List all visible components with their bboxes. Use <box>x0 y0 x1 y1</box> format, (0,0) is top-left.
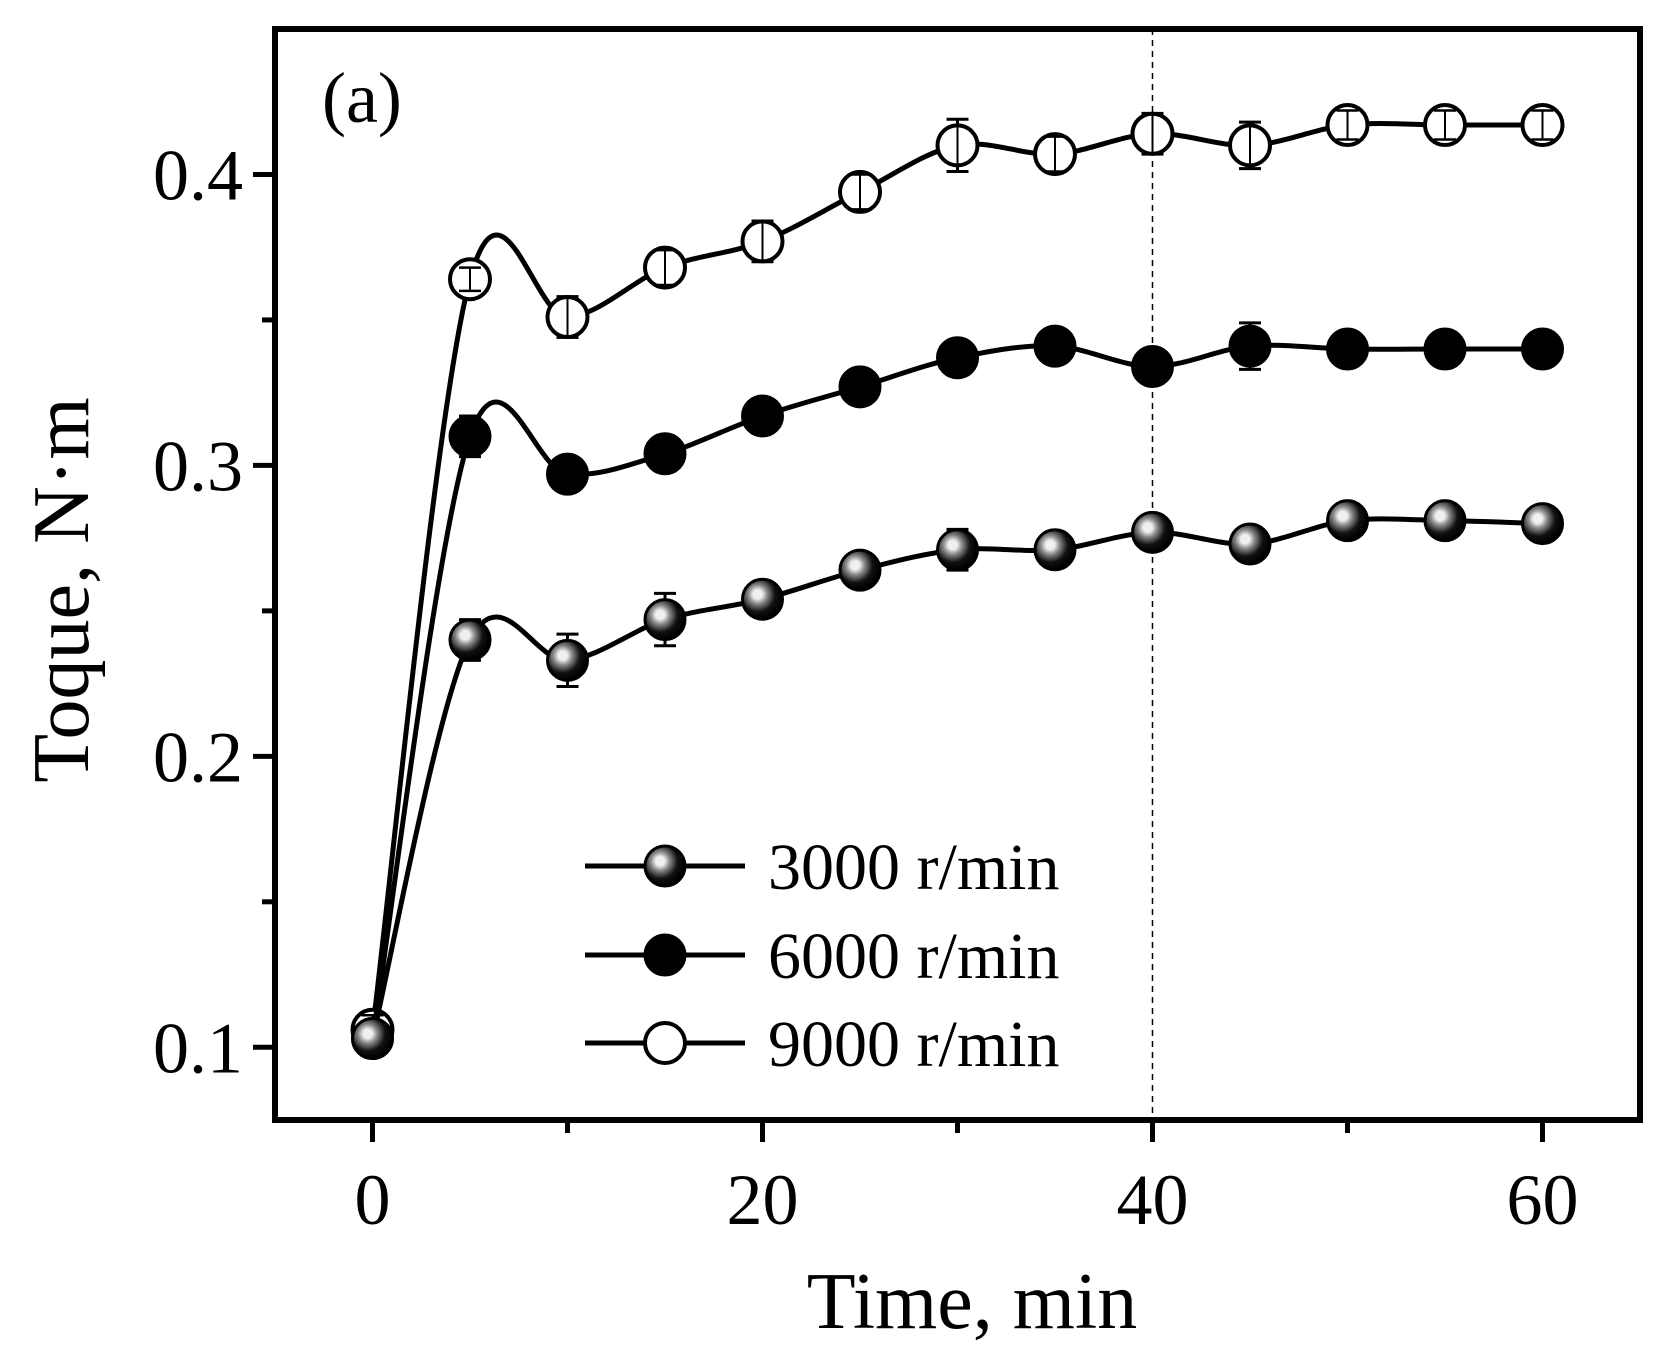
x-tick-label: 40 <box>1117 1160 1189 1240</box>
series-layer <box>350 103 1565 1061</box>
y-tick-label: 0.4 <box>153 135 243 215</box>
legend-label: 6000 r/min <box>768 920 1060 993</box>
panel-label: (a) <box>322 58 402 138</box>
legend-label: 9000 r/min <box>768 1008 1060 1081</box>
legend-marker <box>643 933 687 977</box>
data-point <box>643 598 687 642</box>
data-point <box>741 577 784 621</box>
series-line <box>370 516 1543 1040</box>
series-shaded <box>351 499 1564 1061</box>
data-point <box>1033 528 1077 572</box>
legend-item: 6000 r/min <box>585 920 1060 993</box>
data-point <box>838 365 882 409</box>
legend-item: 9000 r/min <box>585 1008 1060 1081</box>
y-tick-label: 0.2 <box>153 717 243 797</box>
data-point <box>1521 327 1564 371</box>
data-point <box>1228 522 1272 566</box>
data-point <box>351 1017 394 1061</box>
series-open <box>350 103 1565 1052</box>
legend-item: 3000 r/min <box>585 831 1060 904</box>
data-point <box>1326 499 1369 543</box>
data-point <box>1228 324 1272 368</box>
y-axis-title: Toque, N·m <box>18 397 106 782</box>
data-point <box>546 638 589 682</box>
x-tick-label: 60 <box>1507 1160 1579 1240</box>
legend-marker <box>643 844 687 888</box>
legend-label: 3000 r/min <box>768 831 1060 904</box>
data-point <box>643 432 687 476</box>
legend: 3000 r/min 6000 r/min 9000 r/min <box>585 831 1060 1081</box>
data-point <box>1423 327 1467 371</box>
data-point <box>1423 499 1467 543</box>
data-point <box>936 336 979 380</box>
data-point <box>546 452 589 496</box>
y-tick-label: 0.3 <box>153 426 243 506</box>
data-point <box>448 414 492 458</box>
data-point <box>1521 502 1564 546</box>
data-point <box>1033 324 1077 368</box>
data-point <box>838 548 882 592</box>
y-tick-label: 0.1 <box>153 1008 243 1088</box>
x-tick-label: 20 <box>727 1160 799 1240</box>
data-point <box>1326 327 1369 371</box>
legend-marker <box>643 1021 687 1065</box>
data-point <box>741 394 784 438</box>
x-axis-title: Time, min <box>807 1258 1137 1346</box>
ticks-layer: 0 20 40 60 0.1 0.2 0.3 0.4 <box>153 135 1579 1240</box>
x-tick-label: 0 <box>355 1160 391 1240</box>
data-point <box>1131 510 1174 554</box>
data-point <box>448 618 492 662</box>
data-point <box>1131 344 1174 388</box>
data-point <box>936 528 979 572</box>
